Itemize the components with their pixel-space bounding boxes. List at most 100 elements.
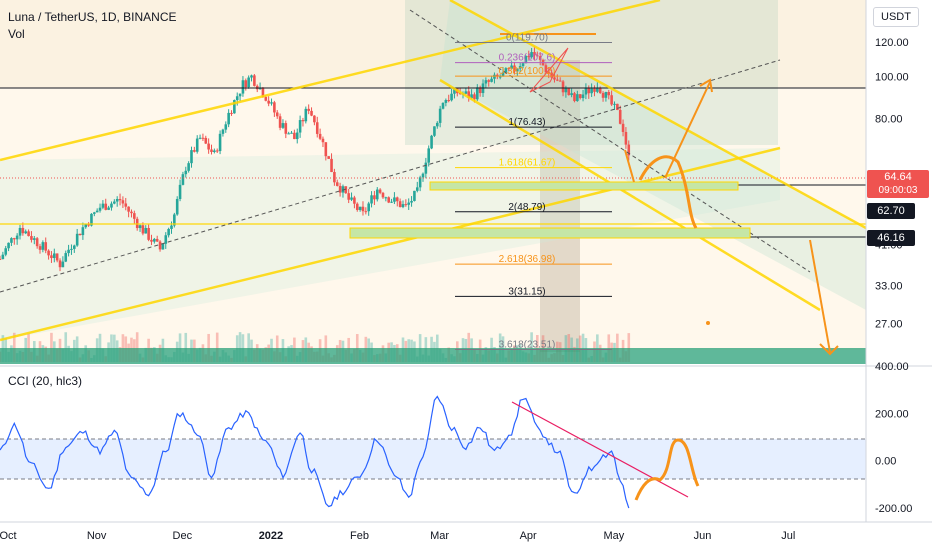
currency-button[interactable]: USDT — [873, 7, 919, 27]
volume-bar — [581, 333, 585, 362]
candle-body — [435, 122, 439, 127]
fib-label: 2(48.79) — [508, 202, 545, 213]
bottom-zone — [0, 348, 866, 364]
candle-body — [238, 93, 242, 97]
candle-body — [15, 235, 19, 240]
candle-body — [195, 138, 199, 152]
candle-body — [341, 186, 345, 193]
time-tick-label: Mar — [430, 530, 449, 542]
candle-body — [104, 203, 108, 210]
candle-body — [24, 231, 28, 234]
time-tick-label: Apr — [520, 530, 537, 542]
projection-up-arrow — [664, 81, 711, 179]
level-badge-46: 46.16 — [867, 230, 915, 246]
candle-body — [175, 198, 179, 215]
candle-body — [347, 193, 350, 200]
volume-bar — [616, 333, 619, 362]
symbol-title: Luna / TetherUS, 1D, BINANCE — [8, 10, 177, 24]
candle-body — [533, 52, 536, 56]
candle-body — [524, 56, 528, 64]
measurement-box — [405, 0, 778, 145]
fib-label: 2.618(36.98) — [499, 254, 556, 265]
price-tick-label: 120.00 — [875, 37, 909, 49]
candle-body — [521, 63, 525, 67]
time-tick-label: Dec — [173, 530, 193, 542]
candle-body — [604, 92, 608, 98]
candle-body — [518, 66, 522, 69]
candle-body — [607, 92, 611, 96]
candle-body — [221, 129, 225, 134]
cci-tick-label: -200.00 — [875, 503, 912, 515]
candle-body — [536, 55, 539, 57]
candle-body — [67, 249, 70, 254]
fib-label: 0.236(107.6) — [499, 53, 556, 64]
candle-body — [327, 156, 330, 159]
candle-body — [375, 189, 379, 200]
volume-bar — [207, 333, 210, 362]
candle-body — [358, 206, 362, 210]
current-price-value: 64.64 — [884, 171, 912, 183]
candle-body — [230, 112, 233, 114]
candle-body — [244, 80, 248, 88]
candle-body — [318, 133, 322, 139]
candle-body — [513, 65, 516, 72]
candle-body — [470, 94, 473, 99]
candle-body — [287, 133, 290, 135]
candle-body — [173, 214, 176, 226]
current-price-badge: 64.64 09:00:03 — [867, 170, 929, 198]
candle-body — [321, 138, 325, 143]
candle-body — [73, 245, 76, 249]
candle-body — [621, 123, 625, 132]
fib-label: 1(76.43) — [508, 117, 545, 128]
candle-body — [450, 93, 453, 101]
candle-body — [587, 88, 591, 94]
volume-bar — [12, 332, 16, 362]
candle-body — [144, 228, 148, 234]
candle-body — [130, 211, 133, 214]
candle-body — [12, 238, 16, 240]
candle-body — [433, 126, 436, 136]
time-tick-label: May — [604, 530, 625, 542]
volume-bar — [98, 333, 102, 362]
candle-body — [627, 144, 631, 156]
candle-body — [550, 72, 553, 78]
candle-body — [41, 242, 45, 250]
candle-body — [75, 233, 79, 246]
candle-body — [93, 212, 96, 214]
candle-body — [158, 241, 162, 250]
candle-body — [218, 133, 222, 152]
candle-body — [618, 109, 622, 124]
candle-body — [364, 211, 368, 213]
candle-body — [227, 112, 230, 125]
price-tick-label: 100.00 — [875, 71, 909, 83]
candle-body — [530, 52, 533, 58]
projection-wave — [638, 155, 698, 229]
candle-body — [441, 102, 445, 109]
candle-body — [153, 238, 156, 242]
candle-body — [235, 96, 239, 101]
candle-body — [215, 150, 219, 152]
volume-bar — [467, 332, 471, 362]
candle-body — [61, 261, 65, 268]
candle-body — [101, 203, 105, 208]
candle-body — [150, 239, 153, 242]
candle-body — [64, 253, 68, 262]
time-tick-label: Jun — [694, 530, 712, 542]
projection-dot — [706, 321, 710, 325]
candle-body — [598, 87, 602, 94]
cci-tick-label: 0.00 — [875, 456, 896, 468]
candle-body — [207, 143, 210, 150]
candle-body — [0, 258, 2, 260]
fib-label: 1.618(61.67) — [499, 158, 556, 169]
candle-body — [275, 112, 279, 117]
candle-body — [415, 187, 419, 191]
candle-body — [353, 197, 356, 204]
volume-bar — [27, 333, 30, 362]
cci-band — [0, 439, 866, 479]
candle-body — [487, 80, 491, 82]
volume-bar — [627, 333, 631, 362]
candle-body — [258, 87, 262, 90]
candle-body — [410, 200, 413, 203]
candle-body — [395, 197, 399, 202]
